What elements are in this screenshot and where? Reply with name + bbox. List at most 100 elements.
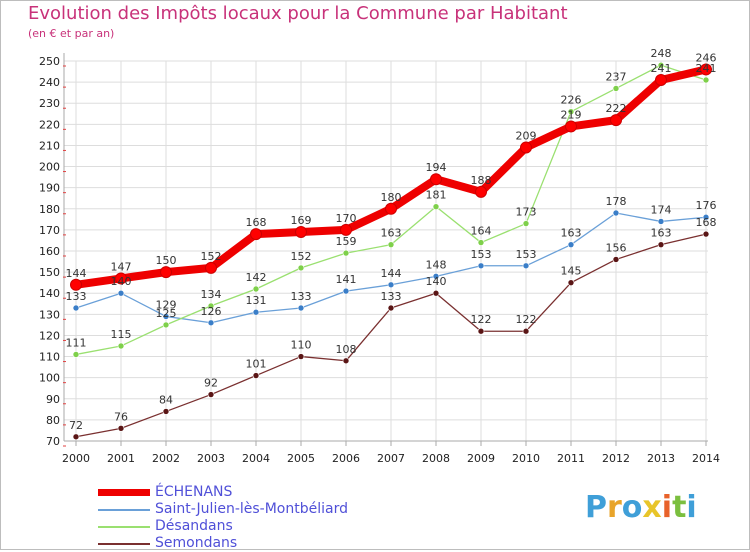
data-label: 115 bbox=[111, 328, 132, 341]
y-tick-label: 250 bbox=[39, 55, 60, 68]
legend-swatch bbox=[98, 526, 150, 528]
legend-swatch bbox=[98, 509, 150, 511]
data-label: 222 bbox=[606, 102, 627, 115]
data-point-1 bbox=[567, 241, 575, 248]
data-point-0 bbox=[205, 261, 217, 274]
x-tick-label: 2006 bbox=[332, 452, 360, 465]
data-label: 145 bbox=[561, 265, 582, 278]
x-tick-label: 2010 bbox=[512, 452, 540, 465]
data-point-1 bbox=[702, 213, 710, 221]
x-tick-label: 2008 bbox=[422, 452, 450, 465]
data-point-1 bbox=[387, 281, 395, 289]
logo-letter: i bbox=[661, 490, 673, 525]
data-label: 133 bbox=[66, 290, 87, 303]
y-tick-label: 80 bbox=[46, 414, 60, 427]
y-tick-label: 230 bbox=[39, 97, 60, 110]
data-label: 246 bbox=[696, 51, 717, 64]
data-label: 133 bbox=[381, 290, 402, 303]
data-point-0 bbox=[70, 278, 82, 291]
data-point-1 bbox=[432, 273, 440, 280]
data-label: 174 bbox=[651, 203, 672, 216]
data-label: 126 bbox=[201, 305, 222, 318]
data-point-0 bbox=[250, 228, 262, 241]
y-tick-label: 150 bbox=[39, 266, 60, 279]
data-label: 72 bbox=[69, 419, 83, 432]
proxiti-logo: Proxiti bbox=[585, 490, 697, 525]
x-tick-label: 2005 bbox=[287, 452, 315, 465]
data-label: 176 bbox=[696, 199, 717, 212]
data-point-0 bbox=[340, 223, 352, 236]
data-point-3 bbox=[522, 327, 530, 335]
data-label: 125 bbox=[156, 307, 177, 320]
axes bbox=[63, 53, 708, 442]
data-point-3 bbox=[252, 372, 260, 379]
data-label: 194 bbox=[426, 161, 447, 174]
data-point-2 bbox=[342, 249, 350, 257]
x-tick-label: 2012 bbox=[602, 452, 630, 465]
data-label: 150 bbox=[156, 254, 177, 267]
data-label: 111 bbox=[66, 336, 87, 349]
legend-label: Semondans bbox=[155, 535, 238, 551]
data-point-3 bbox=[297, 353, 305, 360]
data-label: 209 bbox=[516, 130, 537, 143]
data-point-1 bbox=[207, 319, 215, 327]
y-tick-label: 110 bbox=[39, 351, 60, 364]
data-label: 173 bbox=[516, 206, 537, 219]
x-tick-label: 2001 bbox=[107, 452, 135, 465]
y-tick-label: 70 bbox=[46, 435, 60, 448]
data-point-3 bbox=[342, 357, 350, 365]
data-label: 76 bbox=[114, 410, 128, 423]
data-point-1 bbox=[477, 262, 485, 270]
x-axis-ticks: 2000 2001 2002 2003 2004 2005 2006 2007 2008 2009… bbox=[62, 441, 720, 465]
data-point-3 bbox=[567, 279, 575, 286]
data-point-2 bbox=[72, 351, 80, 358]
data-point-2 bbox=[702, 76, 710, 84]
data-label: 92 bbox=[204, 377, 218, 390]
data-label: 144 bbox=[381, 267, 402, 280]
legend-label: Désandans bbox=[155, 518, 233, 534]
data-label: 169 bbox=[291, 214, 312, 227]
data-label: 108 bbox=[336, 343, 357, 356]
y-tick-label: 240 bbox=[39, 76, 60, 89]
data-point-2 bbox=[252, 285, 260, 293]
data-point-1 bbox=[162, 313, 170, 320]
data-label: 153 bbox=[471, 248, 492, 261]
x-tick-label: 2014 bbox=[692, 452, 720, 465]
data-point-2 bbox=[297, 264, 305, 272]
data-point-1 bbox=[657, 218, 665, 225]
data-point-2 bbox=[117, 342, 125, 350]
data-label: 226 bbox=[561, 94, 582, 107]
logo-letter: o bbox=[621, 490, 643, 525]
x-tick-label: 2003 bbox=[197, 452, 225, 465]
data-point-0 bbox=[655, 74, 667, 86]
x-tick-label: 2002 bbox=[152, 452, 180, 465]
data-label: 237 bbox=[606, 70, 627, 83]
data-point-0 bbox=[430, 173, 442, 186]
data-point-2 bbox=[162, 321, 170, 329]
data-label: 141 bbox=[336, 273, 357, 286]
x-tick-label: 2011 bbox=[557, 452, 585, 465]
x-tick-label: 2007 bbox=[377, 452, 405, 465]
line-chart: 7080901001101201301401501601701801902002… bbox=[39, 47, 720, 465]
y-tick-label: 190 bbox=[39, 182, 60, 195]
y-tick-label: 140 bbox=[39, 287, 60, 300]
x-tick-label: 2000 bbox=[62, 452, 90, 465]
data-point-2 bbox=[477, 239, 485, 246]
y-tick-label: 130 bbox=[39, 308, 60, 321]
data-point-3 bbox=[207, 391, 215, 398]
data-point-2 bbox=[387, 241, 395, 248]
x-tick-label: 2009 bbox=[467, 452, 495, 465]
data-label: 133 bbox=[291, 290, 312, 303]
data-point-3 bbox=[72, 433, 80, 441]
data-point-3 bbox=[612, 256, 620, 263]
data-point-1 bbox=[117, 289, 125, 297]
data-point-3 bbox=[477, 327, 485, 335]
data-point-2 bbox=[612, 85, 620, 92]
data-point-3 bbox=[387, 304, 395, 312]
data-point-0 bbox=[115, 272, 127, 285]
data-label: 163 bbox=[561, 227, 582, 240]
legend-label: Saint-Julien-lès-Montbéliard bbox=[155, 501, 348, 517]
chart-subtitle: (en € et par an) bbox=[28, 27, 115, 40]
data-label: 122 bbox=[471, 313, 492, 326]
data-point-1 bbox=[252, 308, 260, 316]
